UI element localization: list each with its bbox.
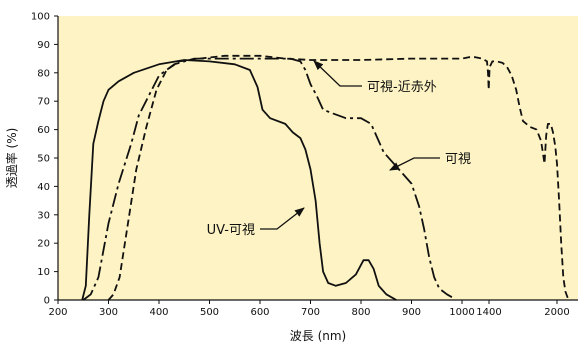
y-tick-label: 80	[37, 68, 50, 79]
y-tick-label: 60	[37, 125, 50, 136]
y-tick-label: 30	[37, 210, 50, 221]
x-tick-label: 1000	[449, 307, 474, 318]
annotation-visible-nir-arrow	[313, 60, 362, 87]
x-tick-label: 300	[99, 307, 118, 318]
y-tick-label: 40	[37, 182, 50, 193]
y-ticks: 0 10 20 30 40 50 60 70 80 90 100	[31, 12, 58, 307]
x-tick-label: 200	[48, 307, 67, 318]
series-line-visible	[82, 57, 453, 301]
x-tick-label: 600	[250, 307, 269, 318]
annotation-visible-nir-label: 可視-近赤外	[367, 80, 437, 95]
y-tick-label: 100	[31, 12, 50, 23]
y-tick-label: 50	[37, 154, 50, 165]
x-tick-label: 500	[200, 307, 219, 318]
series-line-uv-visible	[81, 59, 397, 301]
y-axis-title: 透過率 (%)	[4, 128, 19, 189]
x-tick-label: 700	[301, 307, 320, 318]
x-tick-label: 400	[149, 307, 168, 318]
y-tick-label: 90	[37, 40, 50, 51]
annotation-visible-arrow	[389, 157, 440, 171]
y-tick-label: 0	[44, 296, 50, 307]
x-tick-label: 2000	[544, 307, 569, 318]
y-tick-label: 20	[37, 239, 50, 250]
x-tick-label: 1400	[476, 307, 501, 318]
annotation-uv-visible-arrow	[260, 207, 305, 230]
plot-background	[58, 16, 578, 300]
x-ticks: 200 300 400 500 600 700 800 900 1000 1400 2000	[48, 300, 570, 318]
annotation-visible-label: 可視	[445, 152, 471, 167]
series-layer	[81, 54, 570, 301]
x-tick-label: 900	[402, 307, 421, 318]
annotation-uv-visible-label: UV-可視	[207, 223, 255, 238]
y-tick-label: 70	[37, 97, 50, 108]
x-tick-label: 800	[351, 307, 370, 318]
y-tick-label: 10	[37, 267, 50, 278]
x-axis-title: 波長 (nm)	[290, 329, 346, 343]
